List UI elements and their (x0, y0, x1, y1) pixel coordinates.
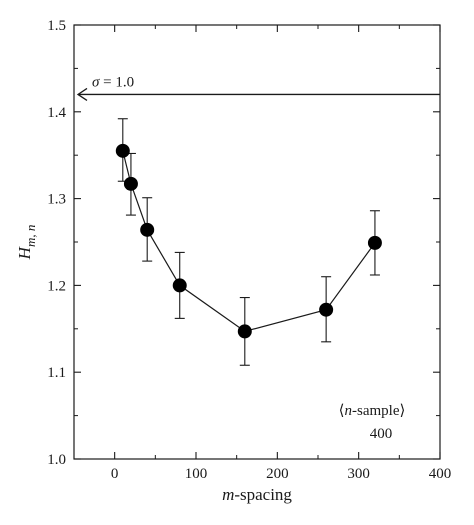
data-point (140, 222, 155, 237)
data-point (172, 278, 187, 293)
reference-line-group: σ = 1.0 (76, 74, 440, 101)
y-tick-label: 1.2 (47, 278, 66, 294)
x-tick-label: 200 (266, 466, 289, 482)
y-tick-label: 1.0 (47, 452, 66, 468)
x-tick-label: 0 (111, 466, 119, 482)
data-point (237, 324, 252, 339)
data-point (115, 143, 130, 158)
series-line (122, 150, 376, 333)
y-axis: 1.0 1.1 1.2 1.3 1.4 1.5 (47, 18, 440, 468)
data-point (367, 235, 382, 250)
y-tick-label: 1.4 (47, 105, 66, 121)
y-tick-label: 1.3 (47, 192, 66, 208)
y-axis-label: Hm, n (15, 225, 38, 261)
series (115, 118, 382, 366)
data-point (319, 302, 334, 317)
x-axis: 0 100 200 300 400 (73, 25, 452, 482)
x-tick-label: 300 (347, 466, 370, 482)
reference-line-label: σ = 1.0 (92, 74, 134, 90)
x-tick-label: 400 (429, 466, 452, 482)
legend-line-2: 400 (370, 426, 393, 442)
x-axis-label: m-spacing (222, 485, 292, 504)
reference-arrow-icon (76, 87, 88, 101)
data-point (123, 176, 138, 191)
legend-line-1: ⟨n-sample⟩ (339, 403, 406, 419)
y-tick-label: 1.1 (47, 365, 66, 381)
x-tick-label: 100 (185, 466, 208, 482)
y-tick-label: 1.5 (47, 18, 66, 34)
